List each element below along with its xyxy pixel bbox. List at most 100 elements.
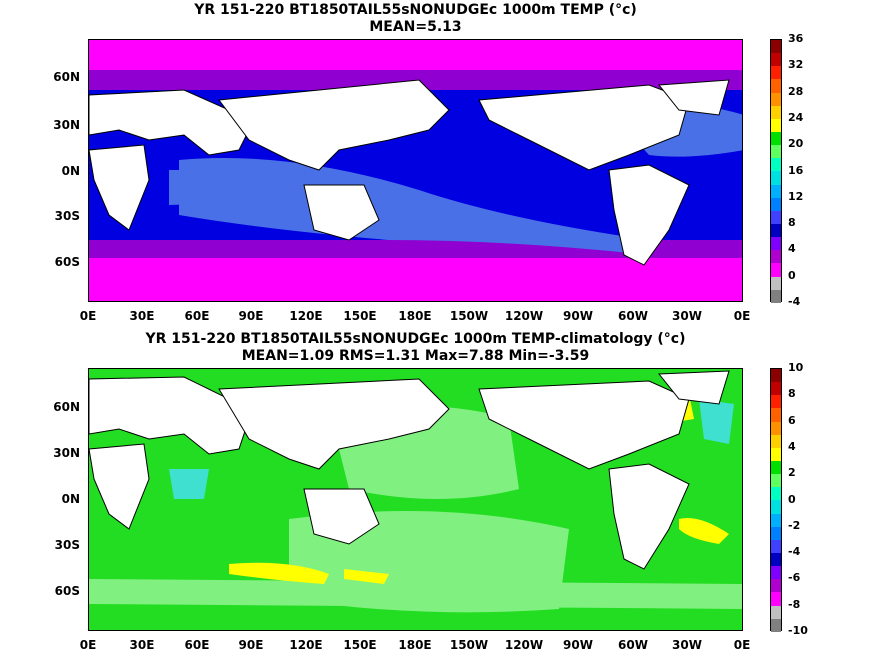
colorbar-tick-label: 8 bbox=[788, 216, 796, 230]
lat-label: 0N bbox=[61, 492, 80, 506]
colorbar-swatch bbox=[771, 592, 781, 606]
colorbar-swatch bbox=[771, 618, 781, 632]
colorbar-swatch bbox=[771, 66, 781, 80]
colorbar-swatch bbox=[771, 539, 781, 553]
lon-label: 0E bbox=[733, 638, 751, 652]
panel1-map bbox=[88, 39, 743, 302]
panel1-title: YR 151-220 BT1850TAIL55sNONUDGEc 1000m T… bbox=[194, 2, 637, 18]
lon-label: 30W bbox=[672, 638, 702, 652]
colorbar-tick-label: -2 bbox=[788, 518, 801, 532]
lat-label: 0N bbox=[61, 164, 80, 178]
colorbar-swatch bbox=[771, 53, 781, 67]
colorbar-swatch bbox=[771, 408, 781, 422]
colorbar-swatch bbox=[771, 197, 781, 211]
colorbar-tick-label: 0 bbox=[788, 268, 796, 282]
lon-label: 90E bbox=[238, 638, 264, 652]
lat-label: 60N bbox=[53, 400, 80, 414]
lat-label: 60N bbox=[53, 70, 80, 84]
colorbar-tick-label: 32 bbox=[788, 58, 804, 72]
panel2-map bbox=[88, 368, 743, 631]
colorbar-swatch bbox=[771, 131, 781, 146]
colorbar-swatch bbox=[771, 382, 781, 396]
panel2-subtitle: MEAN=1.09 RMS=1.31 Max=7.88 Min=-3.59 bbox=[241, 348, 590, 364]
lon-label: 60E bbox=[184, 309, 210, 323]
colorbar-swatch bbox=[771, 605, 781, 619]
colorbar-swatch bbox=[771, 79, 781, 93]
colorbar-tick-label: -6 bbox=[788, 571, 801, 585]
colorbar-tick-label: 0 bbox=[788, 492, 796, 506]
colorbar-swatch bbox=[771, 105, 781, 119]
panel2-colorbar bbox=[770, 368, 782, 632]
colorbar-swatch bbox=[771, 566, 781, 580]
lon-label: 30W bbox=[672, 309, 702, 323]
colorbar-tick-label: 4 bbox=[788, 242, 796, 256]
colorbar-tick-label: 4 bbox=[788, 439, 796, 453]
panel2-title: YR 151-220 BT1850TAIL55sNONUDGEc 1000m T… bbox=[145, 331, 686, 347]
lon-label: 120W bbox=[504, 309, 544, 323]
colorbar-tick-label: 24 bbox=[788, 110, 804, 124]
lon-label: 120E bbox=[289, 638, 323, 652]
lon-label: 150E bbox=[343, 638, 377, 652]
colorbar-tick-label: 2 bbox=[788, 466, 796, 480]
colorbar-tick-label: 36 bbox=[788, 32, 804, 45]
lon-label: 150W bbox=[449, 309, 489, 323]
colorbar-swatch bbox=[771, 513, 781, 527]
lon-label: 120W bbox=[504, 638, 544, 652]
colorbar-tick-label: 20 bbox=[788, 137, 804, 151]
lon-label: 90E bbox=[238, 309, 264, 323]
colorbar-tick-label: 16 bbox=[788, 163, 804, 177]
lon-label: 150W bbox=[449, 638, 489, 652]
lat-label: 30N bbox=[53, 446, 80, 460]
panel1-colorbar bbox=[770, 39, 782, 303]
lat-label: 60S bbox=[54, 584, 80, 598]
colorbar-swatch bbox=[771, 237, 781, 251]
colorbar-tick-label: -8 bbox=[788, 597, 801, 611]
colorbar-swatch bbox=[771, 184, 781, 198]
colorbar-tick-label: 10 bbox=[788, 361, 804, 374]
lat-label: 60S bbox=[54, 255, 80, 269]
lon-label: 30E bbox=[129, 309, 155, 323]
colorbar-swatch bbox=[771, 145, 781, 159]
colorbar-swatch bbox=[771, 395, 781, 409]
lon-label: 180E bbox=[398, 638, 432, 652]
colorbar-swatch bbox=[771, 421, 781, 435]
colorbar-swatch bbox=[771, 40, 781, 54]
colorbar-swatch bbox=[771, 92, 781, 106]
lat-label: 30S bbox=[54, 538, 80, 552]
colorbar-swatch bbox=[771, 369, 781, 383]
colorbar-swatch bbox=[771, 474, 781, 488]
colorbar-swatch bbox=[771, 263, 781, 277]
colorbar-swatch bbox=[771, 276, 781, 290]
colorbar-swatch bbox=[771, 579, 781, 593]
colorbar-tick-label: -4 bbox=[788, 545, 801, 559]
lon-label: 180E bbox=[398, 309, 432, 323]
colorbar-swatch bbox=[771, 171, 781, 185]
colorbar-swatch bbox=[771, 250, 781, 264]
colorbar-tick-label: 6 bbox=[788, 413, 796, 427]
colorbar-tick-label: 8 bbox=[788, 387, 796, 401]
colorbar-swatch bbox=[771, 526, 781, 540]
colorbar-swatch bbox=[771, 487, 781, 501]
lon-label: 30E bbox=[129, 638, 155, 652]
colorbar-swatch bbox=[771, 447, 781, 461]
colorbar-swatch bbox=[771, 118, 781, 132]
lon-label: 0E bbox=[79, 309, 97, 323]
colorbar-tick-label: 28 bbox=[788, 84, 804, 98]
lon-label: 150E bbox=[343, 309, 377, 323]
colorbar-swatch bbox=[771, 210, 781, 224]
lon-label: 0E bbox=[79, 638, 97, 652]
colorbar-tick-label: -4 bbox=[788, 295, 801, 308]
colorbar-tick-label: -10 bbox=[788, 624, 808, 637]
lon-label: 90W bbox=[563, 638, 593, 652]
colorbar-swatch bbox=[771, 500, 781, 514]
colorbar-swatch bbox=[771, 434, 781, 448]
lon-label: 0E bbox=[733, 309, 751, 323]
lon-label: 60W bbox=[618, 638, 648, 652]
lon-label: 60E bbox=[184, 638, 210, 652]
lon-label: 60W bbox=[618, 309, 648, 323]
colorbar-swatch bbox=[771, 289, 781, 303]
lat-label: 30S bbox=[54, 209, 80, 223]
lon-label: 120E bbox=[289, 309, 323, 323]
lat-label: 30N bbox=[53, 118, 80, 132]
lon-label: 90W bbox=[563, 309, 593, 323]
